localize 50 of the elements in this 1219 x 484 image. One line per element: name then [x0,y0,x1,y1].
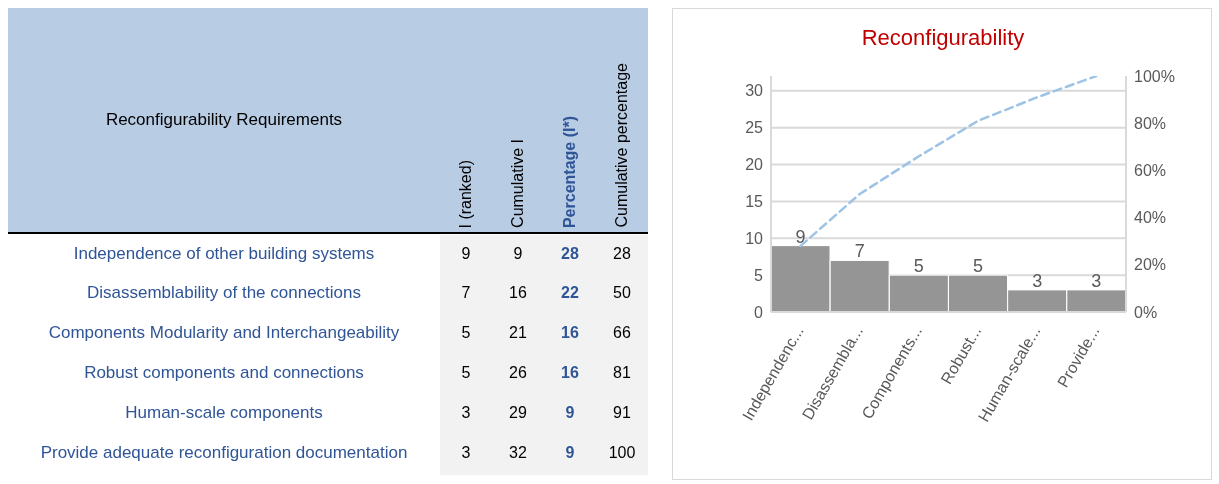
data-label: 9 [795,226,806,247]
data-label: 22 [560,283,580,303]
data-label: 32 [508,443,528,463]
data-label: 21 [508,323,528,343]
data-label: 3 [460,443,472,463]
chart-title: Reconfigurability [860,25,1026,51]
data-label: 91 [612,403,632,423]
data-label: 9 [564,443,576,463]
data-label: 16 [560,323,580,343]
data-label: 9 [460,243,472,264]
data-label: 5 [972,256,984,277]
data-label: 5 [460,363,472,383]
category-label: Robust components and connections [83,362,365,384]
data-label: 3 [1032,270,1043,291]
data-label: 3 [460,403,472,423]
y-tick-label: 30 [745,82,764,100]
category-label: Components Modularity and Interchangeability [47,322,401,344]
category-label: Human-scale components [124,402,324,424]
data-label: 3 [1091,270,1102,291]
data-label: 28 [612,243,632,264]
data-label: 28 [560,243,580,264]
category-label: Independence of other building systems [72,242,376,265]
y-tick-label: 5 [754,266,764,284]
y-tick-label: 0 [754,303,764,321]
data-label: 66 [612,323,632,343]
data-label: 29 [508,403,528,423]
data-label: 26 [508,363,528,383]
y-tick-label: 15 [745,193,764,211]
y2-tick-label: 40% [1134,209,1167,227]
y-tick-label: 10 [745,229,764,247]
category-label: Disassemblability of the connections [86,282,362,304]
category-label: Provide adequate reconfiguration documentation [39,442,409,464]
y-tick-label: 20 [745,156,764,174]
data-label: 5 [460,323,472,343]
y2-tick-label: 60% [1134,162,1167,180]
y2-tick-label: 100% [1134,67,1175,85]
y2-tick-label: 80% [1134,114,1167,132]
y-tick-label: 25 [745,119,764,137]
data-label: 81 [612,363,632,383]
data-label: 7 [854,241,865,262]
y2-tick-label: 0% [1134,303,1158,321]
y2-tick-label: 20% [1134,256,1167,274]
data-label: 50 [612,283,632,303]
data-label: 100 [607,443,637,463]
data-label: 9 [564,403,576,423]
data-label: 16 [508,283,528,303]
data-label: 7 [460,283,472,303]
data-label: 5 [913,256,924,277]
data-label: 16 [560,363,580,383]
data-label: 9 [512,243,524,264]
